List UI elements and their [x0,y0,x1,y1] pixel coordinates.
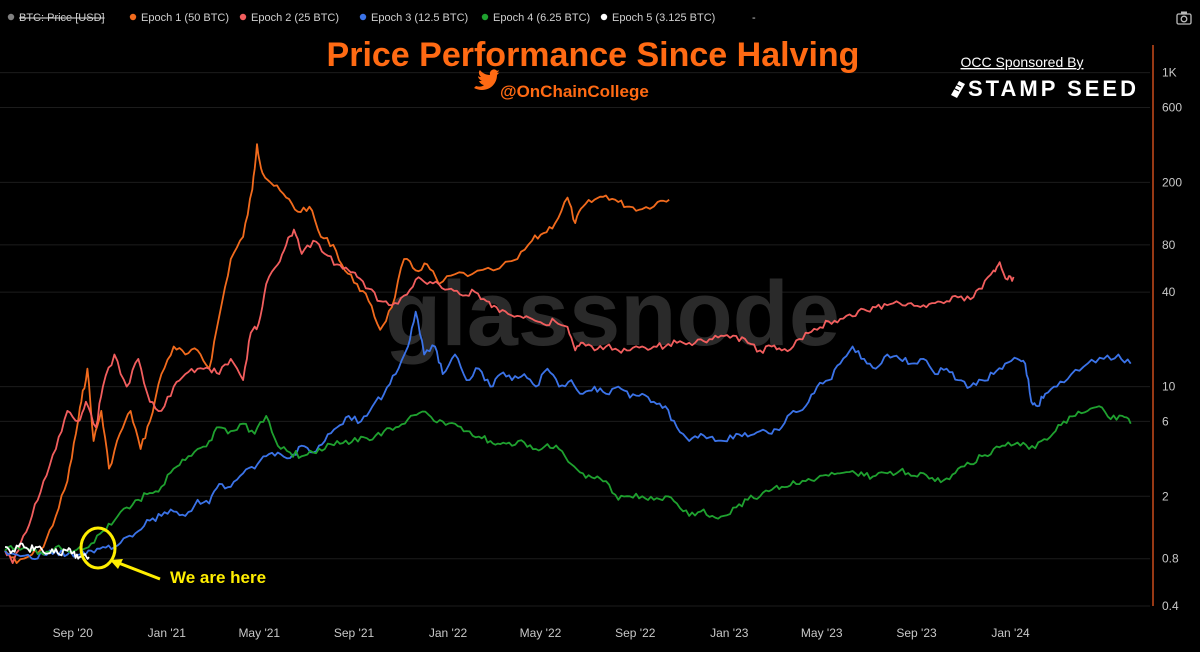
legend-item[interactable]: Epoch 2 (25 BTC) [239,12,339,24]
legend-dot-icon [239,13,247,21]
legend-label: Epoch 1 (50 BTC) [141,12,229,24]
twitter-bird-icon [474,69,500,90]
plot-area [4,143,1132,564]
legend-label: Epoch 2 (25 BTC) [251,12,339,24]
x-tick-label: Jan '21 [148,626,187,640]
y-tick-label: 0.4 [1162,599,1179,613]
x-tick-label: Jan '23 [710,626,749,640]
legend-label: Epoch 5 (3.125 BTC) [612,12,715,24]
legend-label: Epoch 4 (6.25 BTC) [493,12,590,24]
legend-label: Epoch 3 (12.5 BTC) [371,12,468,24]
x-tick-label: Jan '24 [991,626,1030,640]
x-tick-label: Sep '20 [53,626,94,640]
x-tick-label: May '22 [520,626,562,640]
legend-dot-icon [129,13,137,21]
y-tick-label: 600 [1162,100,1182,114]
x-tick-label: Sep '23 [896,626,937,640]
handle-text: @OnChainCollege [500,82,649,101]
x-tick-label: May '21 [238,626,280,640]
twitter-handle: @OnChainCollege [474,69,649,101]
legend-dot-icon [7,13,15,21]
y-axis-ticks: 1K 600 200 80 40 10 6 2 0.8 0.4 [1162,66,1182,613]
series-line-epoch-3 [4,310,1132,560]
y-tick-label: 1K [1162,66,1177,80]
annotation-arrow-icon [115,560,161,581]
legend-item[interactable]: Epoch 5 (3.125 BTC) [600,12,716,24]
y-tick-label: 6 [1162,414,1169,428]
annotation: We are here [79,526,266,587]
y-tick-label: 2 [1162,489,1169,503]
highlight-circle [79,526,117,570]
sponsor-label: OCC Sponsored By [961,54,1084,70]
stamp-seed-logo-icon [951,81,965,98]
series-line-epoch-2 [4,228,1015,564]
x-tick-label: Jan '22 [429,626,468,640]
series-line-epoch-4 [4,405,1132,556]
legend-extra[interactable]: - [752,12,756,24]
legend-dot-icon [481,13,489,21]
camera-icon[interactable] [1176,11,1192,25]
sponsor-brand: STAMP SEED [968,76,1139,101]
legend-item[interactable]: BTC: Price [USD] [7,12,105,24]
watermark: glassnode [385,263,840,365]
y-tick-label: 40 [1162,285,1176,299]
annotation-text: We are here [170,568,266,587]
y-tick-label: 0.8 [1162,552,1179,566]
legend-item[interactable]: Epoch 1 (50 BTC) [129,12,229,24]
annotation-arrowhead-icon [110,559,123,569]
x-tick-label: Sep '21 [334,626,375,640]
legend-dot-icon [359,13,367,21]
series-line-epoch-1 [4,143,670,564]
legend-dot-icon [600,13,608,21]
legend-item[interactable]: Epoch 3 (12.5 BTC) [359,12,468,24]
x-tick-label: May '23 [801,626,843,640]
legend-item[interactable]: Epoch 4 (6.25 BTC) [481,12,590,24]
legend[interactable]: BTC: Price [USD] Epoch 1 (50 BTC) Epoch 2 … [7,12,756,24]
chart-title: Price Performance Since Halving [327,36,860,74]
y-tick-label: 200 [1162,175,1182,189]
series-line-epoch-5 [4,542,90,560]
legend-label: BTC: Price [USD] [19,12,105,24]
y-tick-label: 10 [1162,380,1176,394]
x-tick-label: Sep '22 [615,626,656,640]
x-axis-ticks: Sep '20 Jan '21 May '21 Sep '21 Jan '22 May '… [53,626,1030,640]
sponsor-block: OCC Sponsored By STAMP SEED [951,54,1139,101]
y-tick-label: 80 [1162,238,1176,252]
